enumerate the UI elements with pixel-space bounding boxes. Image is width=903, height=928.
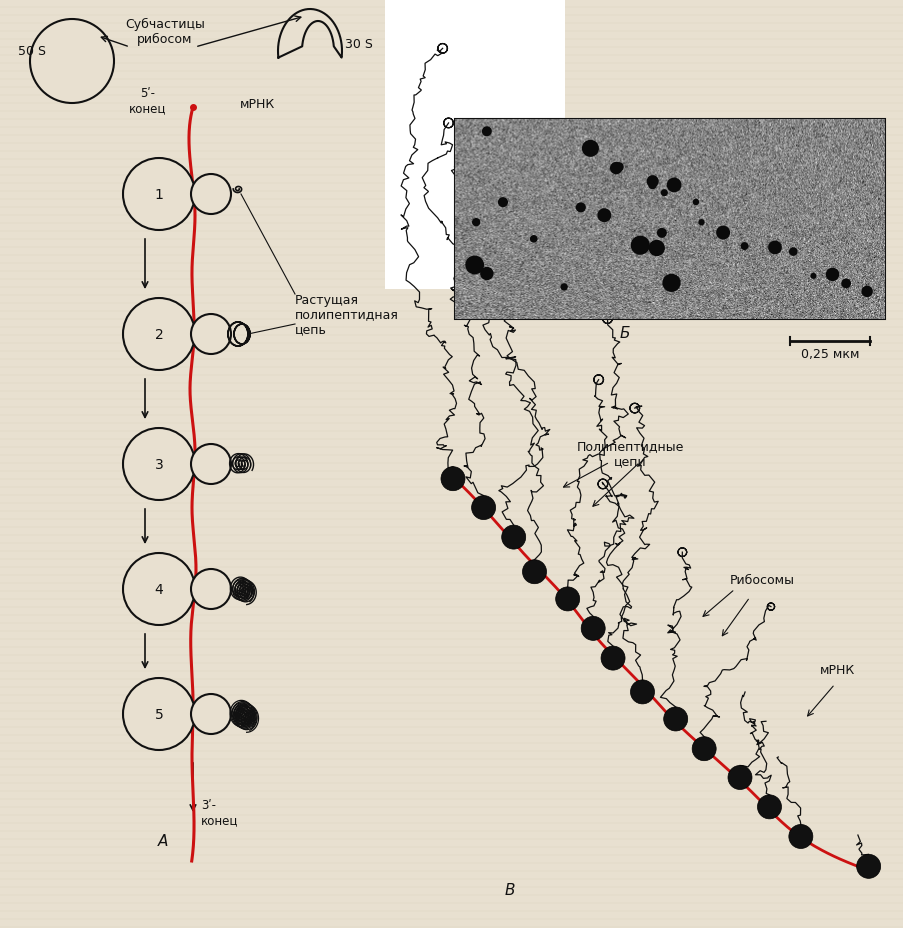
Circle shape: [123, 678, 195, 750]
Circle shape: [692, 200, 698, 206]
Circle shape: [123, 429, 195, 500]
Circle shape: [123, 159, 195, 231]
Circle shape: [662, 275, 680, 292]
Circle shape: [471, 496, 495, 520]
Circle shape: [715, 226, 730, 240]
Circle shape: [191, 570, 231, 610]
Text: 2: 2: [154, 328, 163, 342]
Polygon shape: [278, 10, 341, 58]
Text: 5: 5: [154, 707, 163, 721]
Circle shape: [660, 190, 667, 197]
Circle shape: [824, 268, 838, 282]
Circle shape: [788, 825, 812, 848]
Circle shape: [582, 141, 599, 158]
Circle shape: [191, 315, 231, 354]
Text: 3: 3: [154, 458, 163, 471]
Circle shape: [560, 284, 567, 291]
Circle shape: [479, 267, 493, 281]
Circle shape: [123, 553, 195, 625]
Circle shape: [498, 198, 507, 208]
Circle shape: [663, 707, 687, 731]
Text: Полипептидные
цепи: Полипептидные цепи: [576, 440, 683, 468]
Circle shape: [841, 279, 850, 289]
Circle shape: [614, 163, 623, 173]
Circle shape: [465, 256, 483, 275]
Circle shape: [666, 178, 681, 193]
Text: В: В: [505, 882, 515, 897]
Text: Растущая
полипептидная
цепь: Растущая полипептидная цепь: [294, 293, 398, 336]
Circle shape: [522, 561, 546, 584]
Circle shape: [740, 243, 748, 251]
Text: 4: 4: [154, 583, 163, 597]
Circle shape: [647, 182, 656, 190]
Text: 5ʹ-
конец: 5ʹ- конец: [129, 87, 166, 115]
Text: Б: Б: [619, 326, 629, 341]
Text: мРНК: мРНК: [819, 663, 854, 676]
Circle shape: [191, 445, 231, 484]
Text: Субчастицы
рибосом: Субчастицы рибосом: [125, 18, 205, 46]
Circle shape: [727, 766, 751, 790]
Circle shape: [646, 176, 658, 188]
Circle shape: [856, 855, 880, 879]
Circle shape: [597, 209, 610, 223]
Circle shape: [581, 617, 604, 640]
Text: 0,25 мкм: 0,25 мкм: [800, 348, 858, 361]
Circle shape: [123, 299, 195, 370]
Text: 30 S: 30 S: [345, 38, 372, 51]
Circle shape: [471, 219, 479, 227]
Circle shape: [481, 127, 491, 137]
Circle shape: [768, 241, 781, 255]
Circle shape: [30, 20, 114, 104]
Text: 1: 1: [154, 187, 163, 201]
Circle shape: [191, 174, 231, 214]
Text: мРНК: мРНК: [239, 97, 275, 110]
Circle shape: [629, 680, 654, 704]
Text: А: А: [158, 833, 168, 848]
Text: 50 S: 50 S: [18, 45, 46, 58]
Circle shape: [861, 287, 872, 298]
Circle shape: [647, 240, 665, 257]
Circle shape: [656, 228, 666, 238]
Circle shape: [600, 647, 624, 670]
Text: Рибосомы: Рибосомы: [730, 573, 794, 586]
Circle shape: [757, 795, 780, 819]
Circle shape: [441, 467, 464, 491]
Circle shape: [501, 525, 526, 549]
Circle shape: [698, 220, 704, 226]
FancyBboxPatch shape: [385, 0, 564, 290]
Circle shape: [788, 248, 796, 257]
Circle shape: [529, 236, 537, 243]
Circle shape: [575, 203, 585, 213]
Circle shape: [692, 737, 715, 761]
Circle shape: [630, 237, 649, 255]
Circle shape: [555, 587, 579, 612]
Circle shape: [610, 162, 622, 175]
Text: 3ʹ-
конец: 3ʹ- конец: [200, 798, 238, 826]
Circle shape: [191, 694, 231, 734]
Circle shape: [809, 274, 815, 279]
